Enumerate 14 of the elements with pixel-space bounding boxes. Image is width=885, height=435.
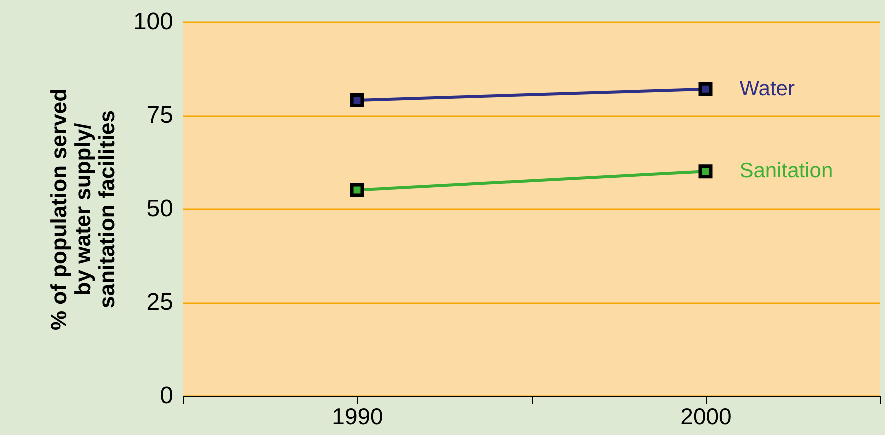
series-label: Water	[740, 77, 795, 100]
y-tick-label: 75	[146, 102, 174, 129]
point	[350, 94, 364, 108]
series-label: Sanitation	[740, 160, 834, 183]
point	[350, 183, 364, 198]
point	[698, 82, 713, 96]
x-tick-label: 2000	[680, 404, 732, 430]
y-tick-label: 25	[146, 289, 174, 316]
y-axis-title: % of population served by water supply/ sanitation facilities	[46, 88, 120, 331]
y-tick-label: 50	[146, 196, 174, 222]
y-tick-label: 0	[160, 382, 174, 410]
point	[698, 164, 713, 179]
y-tick-label: 100	[133, 8, 174, 36]
x-tick-label: 1990	[332, 404, 384, 430]
